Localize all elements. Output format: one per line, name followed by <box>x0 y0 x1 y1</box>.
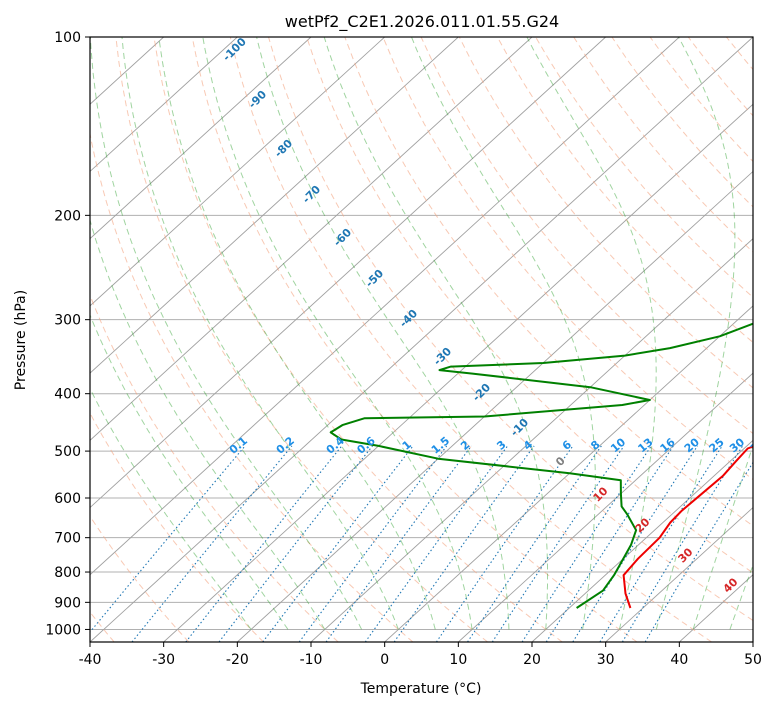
y-tick-label: 600 <box>54 491 81 507</box>
x-tick-label: -20 <box>226 652 249 668</box>
y-tick-label: 300 <box>54 313 81 329</box>
y-tick-label: 400 <box>54 387 81 403</box>
x-tick-label: 30 <box>597 652 615 668</box>
x-tick-label: -10 <box>300 652 323 668</box>
x-tick-label: 10 <box>449 652 467 668</box>
x-axis-title: Temperature (°C) <box>360 681 482 697</box>
y-tick-label: 700 <box>54 531 81 547</box>
x-tick-label: -30 <box>152 652 175 668</box>
y-tick-label: 500 <box>54 444 81 460</box>
x-tick-label: 50 <box>744 652 762 668</box>
isotherm-line <box>753 37 775 642</box>
y-tick-label: 800 <box>54 565 81 581</box>
x-tick-label: 40 <box>670 652 688 668</box>
y-tick-label: 1000 <box>45 622 81 638</box>
y-tick-label: 900 <box>54 595 81 611</box>
dry-adiabat <box>765 37 775 642</box>
x-tick-label: 20 <box>523 652 541 668</box>
y-tick-label: 200 <box>54 208 81 224</box>
x-tick-label: -40 <box>79 652 102 668</box>
y-axis-title: Pressure (hPa) <box>13 290 29 390</box>
chart-title: wetPf2_C2E1.2026.011.01.55.G24 <box>285 12 559 32</box>
x-tick-label: 0 <box>380 652 389 668</box>
y-tick-label: 100 <box>54 30 81 46</box>
